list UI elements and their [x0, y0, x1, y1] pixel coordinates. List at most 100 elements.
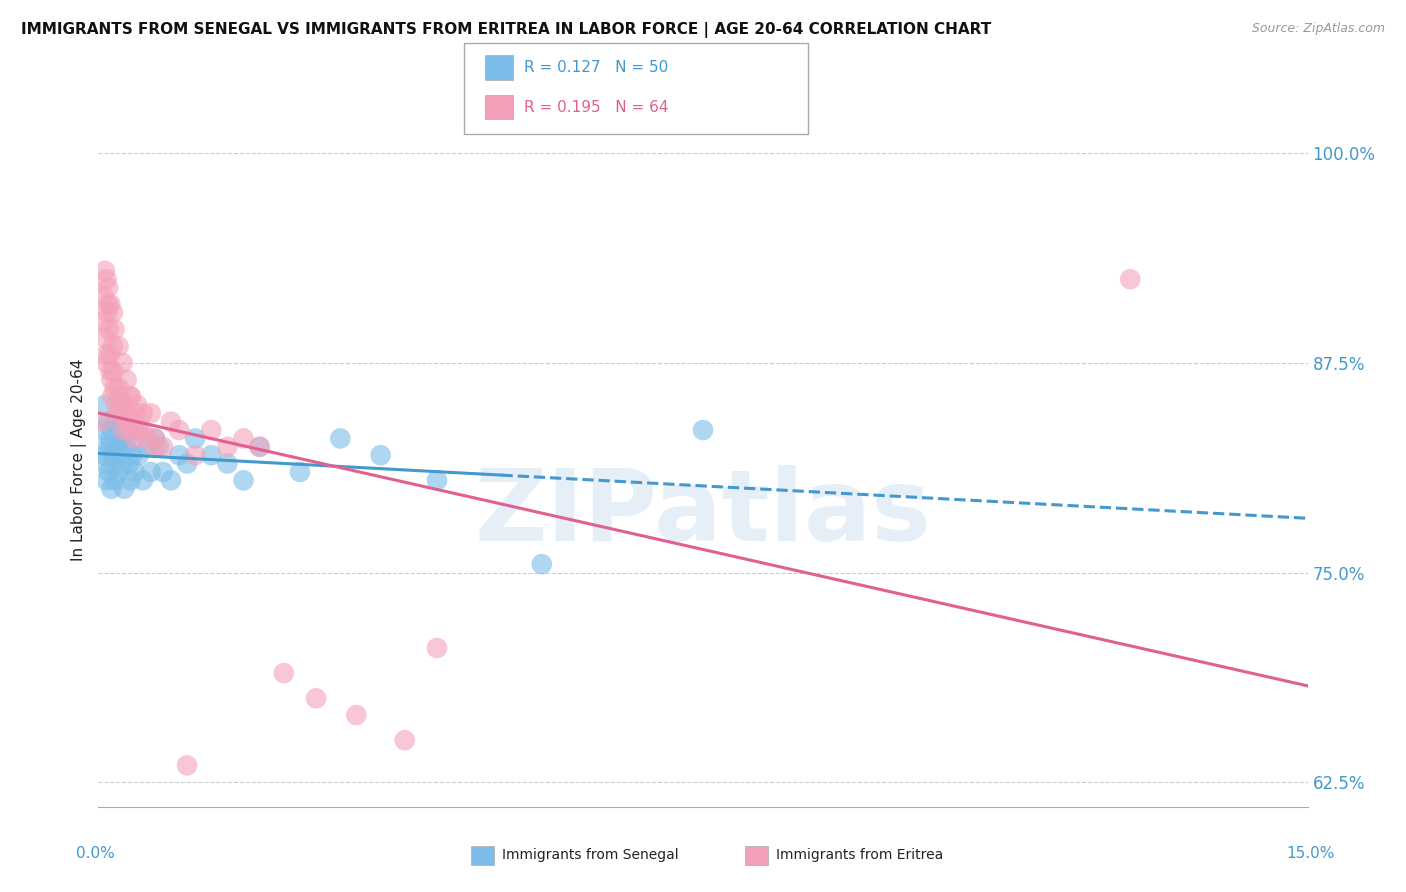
- Point: [110, 406, 132, 420]
- Point: [115, 373, 138, 387]
- Point: [100, 482, 122, 496]
- Point: [100, 364, 122, 378]
- Point: [94, 457, 117, 471]
- Point: [103, 473, 125, 487]
- Point: [121, 448, 143, 462]
- Text: IMMIGRANTS FROM SENEGAL VS IMMIGRANTS FROM ERITREA IN LABOR FORCE | AGE 20-64 CO: IMMIGRANTS FROM SENEGAL VS IMMIGRANTS FR…: [21, 22, 991, 38]
- Point: [97, 322, 120, 336]
- Point: [143, 432, 166, 446]
- Point: [105, 398, 128, 412]
- Point: [217, 457, 239, 471]
- Text: Source: ZipAtlas.com: Source: ZipAtlas.com: [1251, 22, 1385, 36]
- Point: [217, 440, 239, 454]
- Point: [97, 415, 120, 429]
- Point: [288, 465, 311, 479]
- Point: [160, 473, 183, 487]
- Text: Immigrants from Eritrea: Immigrants from Eritrea: [776, 848, 943, 863]
- Point: [114, 440, 136, 454]
- Point: [370, 448, 392, 462]
- Point: [111, 423, 134, 437]
- Point: [103, 381, 125, 395]
- Point: [305, 691, 328, 706]
- Point: [120, 390, 142, 404]
- Point: [176, 758, 198, 772]
- Point: [160, 415, 183, 429]
- Text: 0.0%: 0.0%: [76, 846, 115, 861]
- Text: R = 0.195   N = 64: R = 0.195 N = 64: [524, 100, 669, 114]
- Point: [91, 289, 114, 303]
- Point: [128, 423, 150, 437]
- Point: [135, 440, 157, 454]
- Point: [148, 440, 170, 454]
- Point: [200, 423, 222, 437]
- Point: [1119, 272, 1142, 286]
- Point: [93, 448, 115, 462]
- Point: [426, 640, 449, 655]
- Point: [94, 348, 117, 362]
- Point: [111, 457, 134, 471]
- Point: [152, 465, 174, 479]
- Point: [96, 473, 118, 487]
- Point: [124, 465, 146, 479]
- Point: [127, 398, 149, 412]
- Point: [118, 457, 141, 471]
- Point: [132, 423, 155, 437]
- Point: [143, 440, 166, 454]
- Point: [100, 440, 122, 454]
- Point: [184, 448, 207, 462]
- Point: [118, 423, 141, 437]
- Point: [101, 448, 124, 462]
- Point: [139, 406, 162, 420]
- Point: [94, 264, 117, 278]
- Point: [127, 423, 149, 437]
- Point: [105, 415, 128, 429]
- Point: [152, 440, 174, 454]
- Point: [112, 398, 135, 412]
- Point: [200, 448, 222, 462]
- Point: [112, 482, 135, 496]
- Point: [120, 473, 142, 487]
- Point: [426, 473, 449, 487]
- Point: [115, 415, 138, 429]
- Point: [132, 406, 155, 420]
- Point: [96, 272, 118, 286]
- Point: [96, 356, 118, 370]
- Text: R = 0.127   N = 50: R = 0.127 N = 50: [524, 60, 669, 75]
- Point: [108, 432, 131, 446]
- Point: [91, 415, 114, 429]
- Point: [101, 339, 124, 353]
- Point: [107, 406, 129, 420]
- Point: [97, 465, 120, 479]
- Y-axis label: In Labor Force | Age 20-64: In Labor Force | Age 20-64: [72, 359, 87, 560]
- Point: [121, 415, 143, 429]
- Point: [97, 297, 120, 311]
- Text: ZIPatlas: ZIPatlas: [475, 466, 931, 562]
- Point: [107, 339, 129, 353]
- Text: Immigrants from Senegal: Immigrants from Senegal: [502, 848, 679, 863]
- Point: [530, 557, 553, 571]
- Point: [107, 465, 129, 479]
- Point: [103, 322, 125, 336]
- Point: [135, 432, 157, 446]
- Point: [139, 465, 162, 479]
- Point: [110, 448, 132, 462]
- Point: [232, 473, 254, 487]
- Point: [132, 473, 155, 487]
- Point: [94, 398, 117, 412]
- Point: [249, 440, 271, 454]
- Point: [167, 448, 190, 462]
- Point: [107, 381, 129, 395]
- Point: [176, 457, 198, 471]
- Point: [128, 448, 150, 462]
- Point: [100, 373, 122, 387]
- Point: [120, 390, 142, 404]
- Point: [98, 348, 121, 362]
- Point: [101, 306, 124, 320]
- Point: [101, 423, 124, 437]
- Point: [96, 440, 118, 454]
- Point: [117, 432, 139, 446]
- Point: [344, 708, 367, 723]
- Point: [143, 432, 166, 446]
- Point: [124, 432, 146, 446]
- Point: [111, 356, 134, 370]
